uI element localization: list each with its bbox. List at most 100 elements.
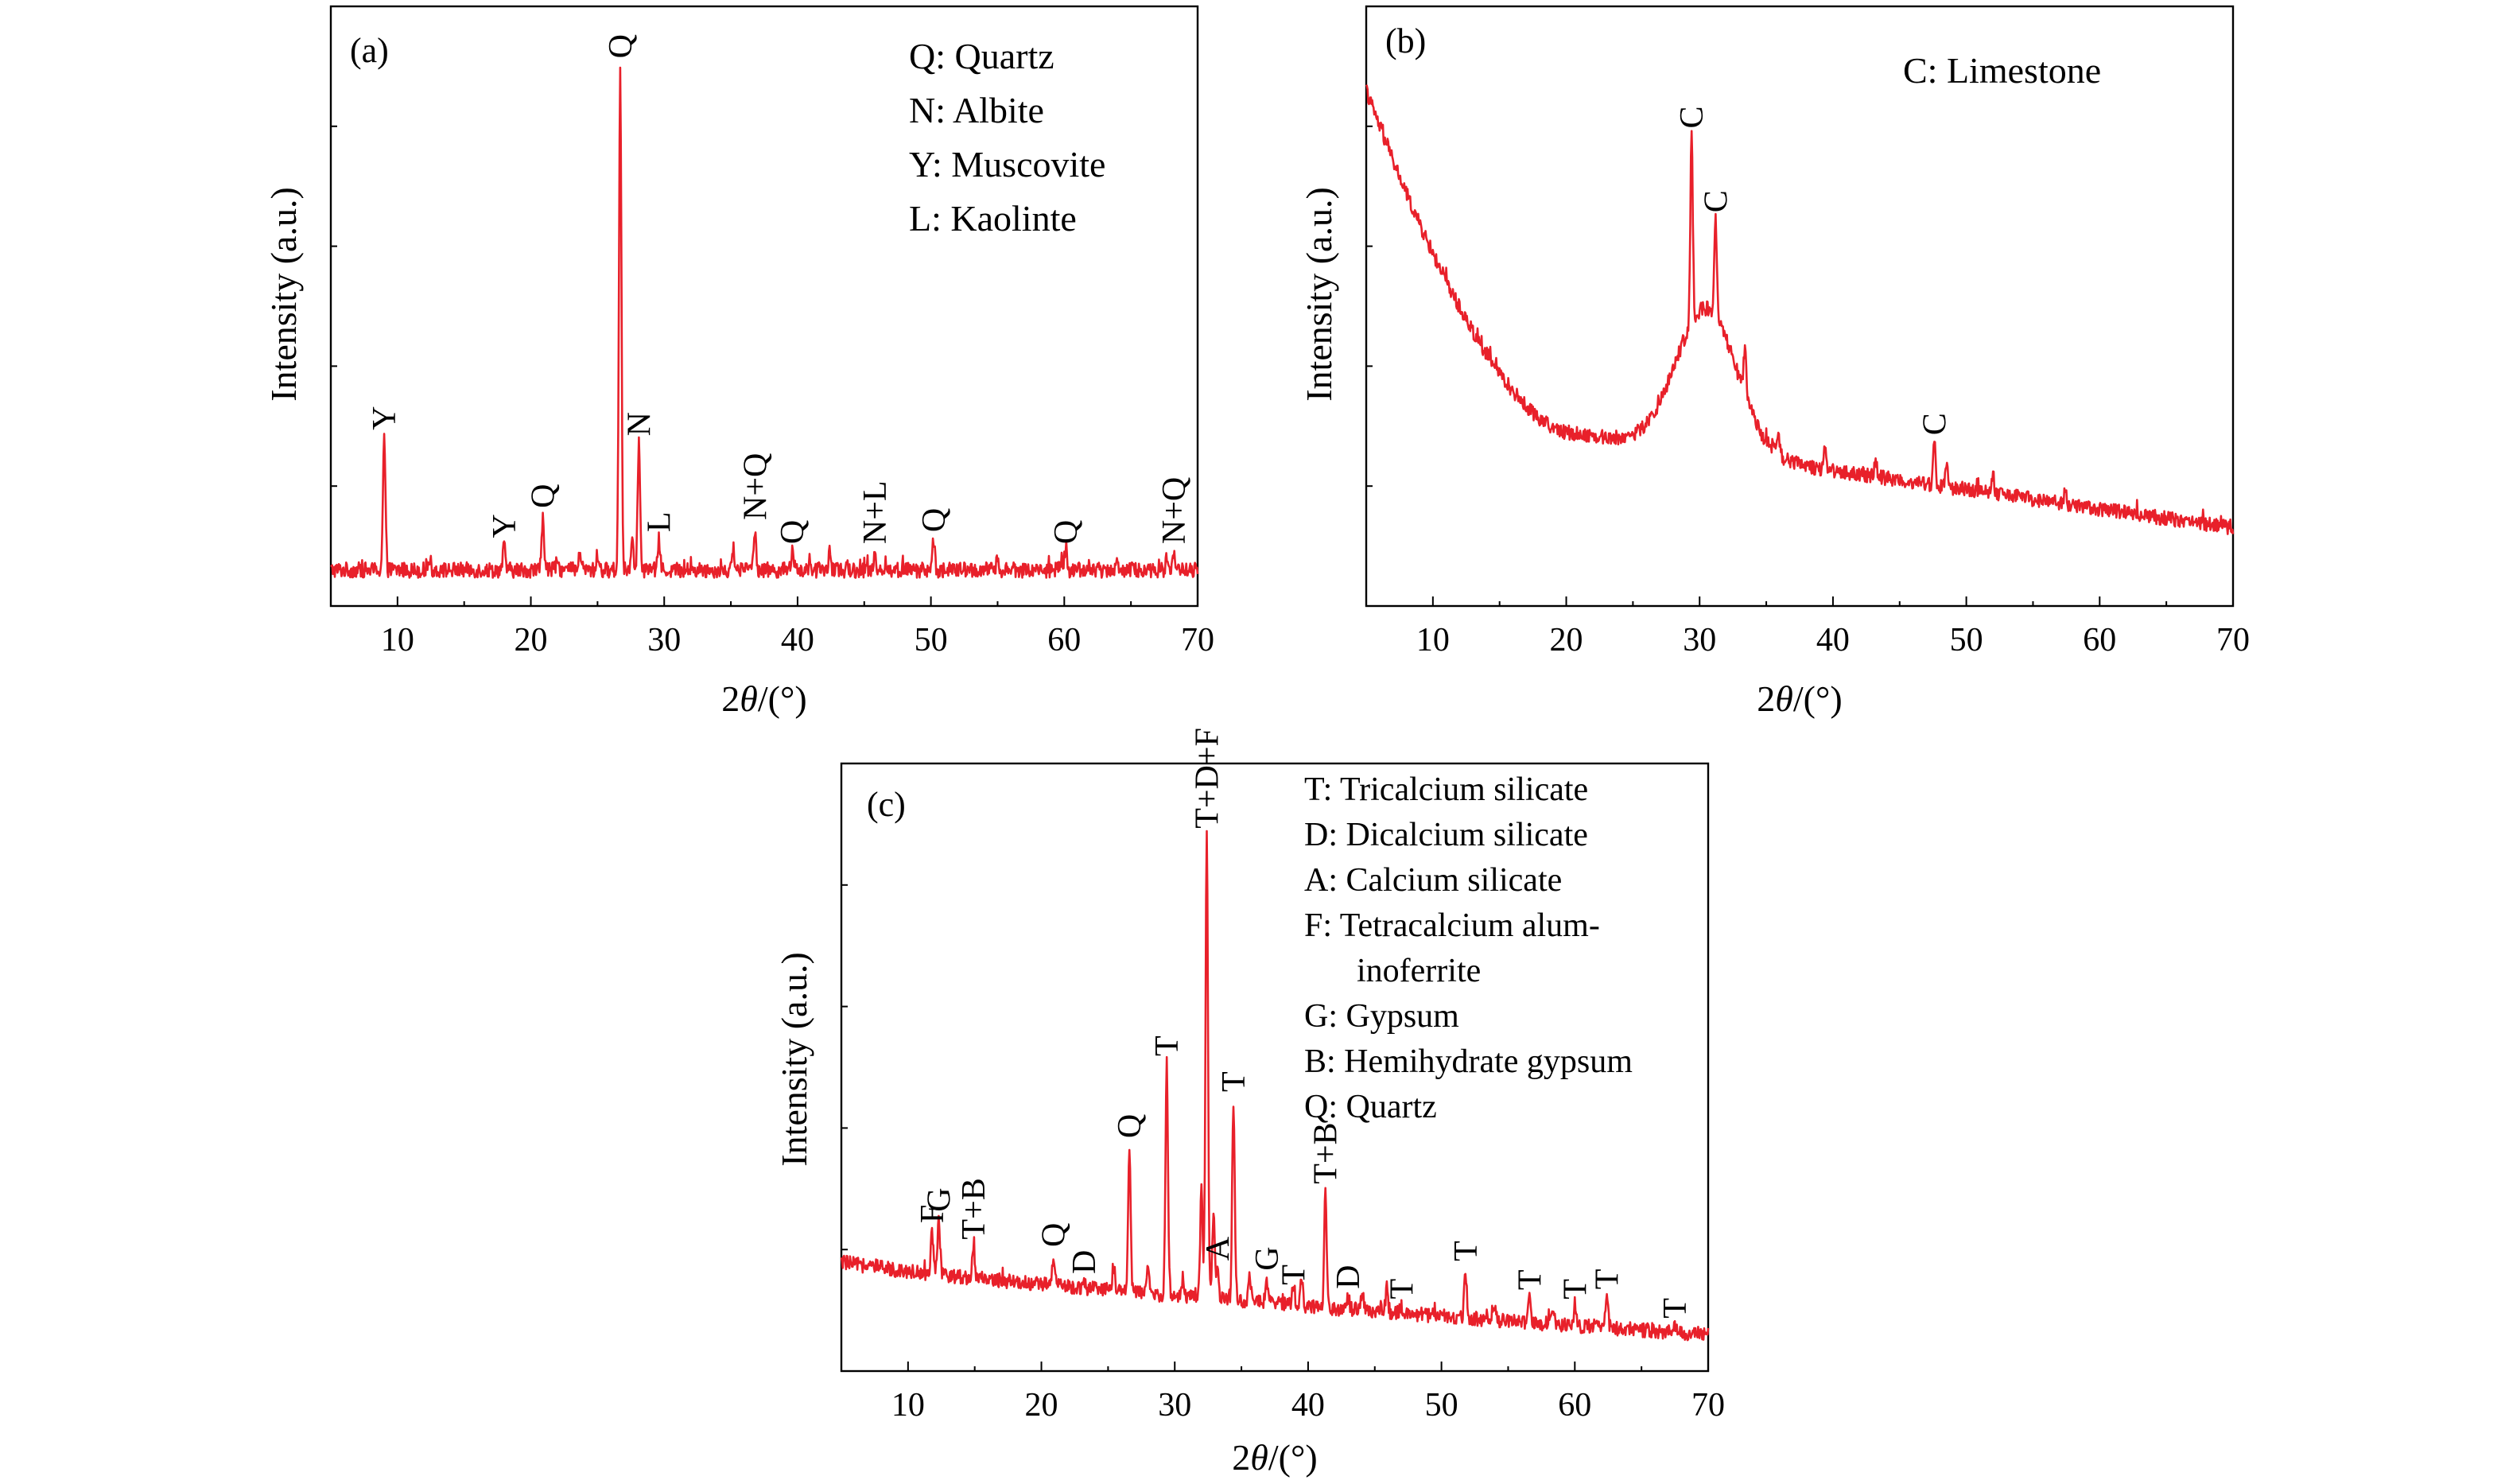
panel-b-peak-label: C (1917, 413, 1953, 435)
panel-a-x-tick-label: 60 (1047, 622, 1081, 658)
panel-b-x-axis-title-suffix: /(°) (1793, 678, 1843, 719)
panel-c-peak-label: T+B (956, 1178, 992, 1239)
panel-a-x-tick-label: 20 (515, 622, 548, 658)
panel-a-peak-label: L (642, 511, 678, 532)
panel-a-x-tick-label: 30 (647, 622, 681, 658)
panel-a-peak-label: N+Q (737, 453, 774, 520)
panel-a-legend-entry-quartz: Q: Quartz (909, 36, 1054, 76)
panel-c-x-axis-title-suffix: /(°) (1268, 1437, 1318, 1478)
panel-a-peak-label: Y (487, 514, 523, 538)
panel-a-peak-label: Q (603, 34, 639, 58)
panel-c-legend-entry-tricalcium-silicate: T: Tricalcium silicate (1304, 771, 1588, 808)
panel-c-legend-entry-tetracalcium-cont: inoferrite (1357, 953, 1481, 989)
panel-b-y-axis-title: Intensity (a.u.) (1299, 187, 1339, 402)
panel-c-peak-label: T (1512, 1269, 1548, 1290)
panel-c-x-axis-title-prefix: 2 (1232, 1437, 1250, 1478)
panel-b-x-axis-title-prefix: 2 (1757, 678, 1775, 719)
panel-c-x-tick-label: 20 (1025, 1387, 1058, 1424)
panel-b-peak-label: C (1698, 190, 1734, 212)
panel-a-legend: Q: Quartz N: Albite Y: Muscovite L: Kaol… (909, 36, 1105, 239)
panel-c-y-axis-title: Intensity (a.u.) (774, 952, 814, 1167)
panel-c-peak-label: T+D+F (1190, 728, 1226, 829)
panel-b-x-tick-label: 10 (1416, 622, 1450, 658)
panel-a: (a) Intensity (a.u.) 2θ/(°) Q: Quartz N:… (263, 5, 1214, 719)
panel-a-peak-label: Q (1048, 520, 1085, 544)
panel-b-x-tick-label: 60 (2083, 622, 2116, 658)
panel-b-x-tick-label: 20 (1550, 622, 1583, 658)
panel-a-x-tick-label: 10 (381, 622, 414, 658)
panel-b-peak-label: C (1674, 106, 1711, 128)
panel-c-legend-entry-quartz: Q: Quartz (1304, 1089, 1437, 1125)
panel-a-x-tick-label: 70 (1181, 622, 1214, 658)
panel-c-legend-entry-gypsum: G: Gypsum (1304, 998, 1459, 1035)
panel-a-peak-label: Q (526, 484, 562, 508)
panel-a-legend-entry-albite: N: Albite (909, 90, 1044, 130)
panel-a-legend-entry-kaolinte: L: Kaolinte (909, 198, 1077, 239)
panel-c-peak-label: T (1149, 1035, 1186, 1056)
panel-a-xrd-trace (330, 66, 1199, 579)
panel-b-label: (b) (1385, 21, 1426, 60)
panel-c-peak-label: T (1384, 1279, 1420, 1299)
panel-a-x-axis-title: 2θ/(°) (721, 678, 806, 719)
panel-c-x-tick-label: 40 (1291, 1387, 1325, 1424)
panel-a-peak-label: N (621, 412, 658, 436)
panel-a-x-axis-title-prefix: 2 (721, 678, 740, 719)
panel-b-legend-entry-limestone: C: Limestone (1903, 50, 2101, 91)
panel-b-x-axis-title-theta: θ (1775, 678, 1793, 719)
panel-c-peak-label: T+B (1308, 1122, 1345, 1183)
panel-c-peak-label: Q (1112, 1114, 1148, 1138)
panel-c-peak-label: G (1249, 1246, 1286, 1270)
panel-c-xrd-trace (840, 829, 1710, 1342)
panel-a-label: (a) (350, 31, 389, 70)
panel-c-peak-label: G (921, 1187, 957, 1211)
panel-c-legend: T: Tricalcium silicate D: Dicalcium sili… (1304, 771, 1633, 1125)
panel-a-x-tick-label: 40 (781, 622, 814, 658)
panel-c-peak-label: Q (1036, 1223, 1073, 1247)
panel-a-x-axis-title-suffix: /(°) (758, 678, 807, 719)
panel-c-peak-label: A (1200, 1236, 1237, 1261)
panel-a-peak-label: Q (775, 520, 811, 544)
panel-c-peak-label: D (1066, 1250, 1103, 1274)
panel-a-x-axis-title-theta: θ (740, 678, 758, 719)
panel-c-x-tick-label: 70 (1691, 1387, 1725, 1424)
panel-b: (b) Intensity (a.u.) 2θ/(°) C: Limestone… (1299, 5, 2250, 719)
panel-c-peak-label: T (1448, 1241, 1485, 1261)
panel-a-x-tick-label: 50 (915, 622, 948, 658)
panel-c-peak-label: T (1276, 1265, 1313, 1285)
panel-c-x-axis-title: 2θ/(°) (1232, 1437, 1317, 1478)
panel-c-legend-entry-tetracalcium: F: Tetracalcium alum- (1304, 907, 1600, 944)
panel-c-legend-entry-calcium-silicate: A: Calcium silicate (1304, 862, 1562, 899)
panel-c-x-tick-label: 10 (891, 1387, 925, 1424)
panel-b-legend: C: Limestone (1903, 50, 2101, 91)
panel-c-x-tick-label: 50 (1425, 1387, 1458, 1424)
panel-c-label: (c) (867, 785, 906, 824)
panel-c: (c) Intensity (a.u.) 2θ/(°) T: Tricalciu… (774, 728, 1725, 1478)
panel-a-peak-label: N+Q (1156, 477, 1193, 544)
panel-c-legend-entry-dicalcium-silicate: D: Dicalcium silicate (1304, 817, 1588, 853)
panel-a-y-axis-title: Intensity (a.u.) (263, 187, 304, 402)
panel-b-plot-frame (1365, 5, 2235, 608)
panel-c-x-axis-title-theta: θ (1250, 1437, 1268, 1478)
panel-c-legend-entry-hemihydrate-gypsum: B: Hemihydrate gypsum (1304, 1043, 1633, 1080)
panel-c-x-tick-label: 30 (1158, 1387, 1191, 1424)
panel-b-x-tick-label: 40 (1816, 622, 1850, 658)
panel-c-peak-label: D (1330, 1265, 1367, 1289)
panel-c-plot-frame (840, 762, 1710, 1373)
panel-b-x-tick-label: 30 (1683, 622, 1716, 658)
panel-b-x-axis-title: 2θ/(°) (1757, 678, 1842, 719)
panel-c-peak-label: T (1216, 1071, 1252, 1092)
panel-b-xrd-trace (1365, 84, 2235, 535)
panel-c-peak-label: F (915, 1205, 951, 1223)
panel-a-legend-entry-muscovite: Y: Muscovite (909, 144, 1105, 185)
panel-b-x-tick-label: 50 (1950, 622, 1983, 658)
panel-a-plot-frame (329, 5, 1199, 608)
panel-b-x-tick-label: 70 (2216, 622, 2250, 658)
panel-c-peak-label: T (1657, 1298, 1694, 1319)
panel-c-peak-label: T (1557, 1279, 1594, 1299)
panel-a-peak-label: Q (916, 508, 953, 532)
panel-a-peak-label: Y (367, 406, 403, 430)
panel-a-peak-label: N+L (857, 480, 894, 544)
panel-c-x-tick-label: 60 (1558, 1387, 1591, 1424)
panel-c-peak-label: T (1590, 1269, 1626, 1290)
